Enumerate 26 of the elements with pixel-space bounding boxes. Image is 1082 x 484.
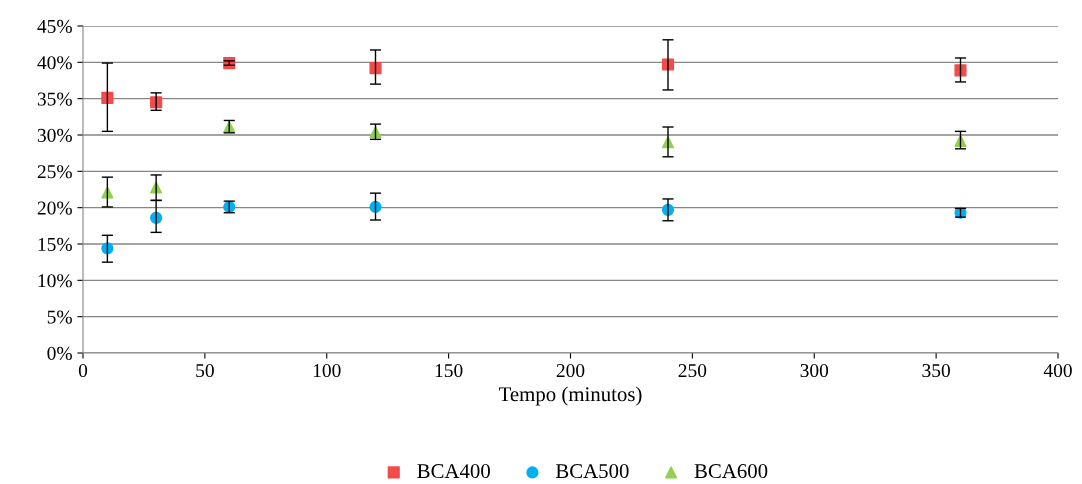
x-tick-label: 0 <box>78 363 88 378</box>
y-tick-label: 40% <box>37 56 72 70</box>
x-tick-label: 350 <box>922 363 950 378</box>
x-axis-title: Tempo (minutos) <box>498 386 642 406</box>
y-tick-label: 45% <box>37 19 72 33</box>
y-tick-label: 0% <box>47 346 72 360</box>
x-tick-label: 100 <box>313 363 341 378</box>
point <box>101 91 114 105</box>
point <box>954 64 967 77</box>
x-tick-label: 200 <box>556 363 585 378</box>
x-tick-label: 50 <box>196 363 214 378</box>
legend-label: BCA600 <box>694 464 768 479</box>
legend-label: BCA400 <box>417 464 490 479</box>
y-tick-label: 20% <box>37 201 72 215</box>
x-tick-label: 400 <box>1043 363 1072 378</box>
x-tick-label: 300 <box>800 363 829 378</box>
y-tick-label: 10% <box>38 274 72 288</box>
point <box>369 62 382 75</box>
y-tick-label: 35% <box>37 92 72 106</box>
y-tick-label: 30% <box>37 128 72 142</box>
y-tick-label: 15% <box>38 237 72 251</box>
x-tick-label: 150 <box>435 363 463 378</box>
y-tick-label: 25% <box>37 165 72 179</box>
legend-label: BCA500 <box>555 464 629 479</box>
x-tick-label: 250 <box>678 363 707 378</box>
y-tick-label: 5% <box>47 310 72 324</box>
